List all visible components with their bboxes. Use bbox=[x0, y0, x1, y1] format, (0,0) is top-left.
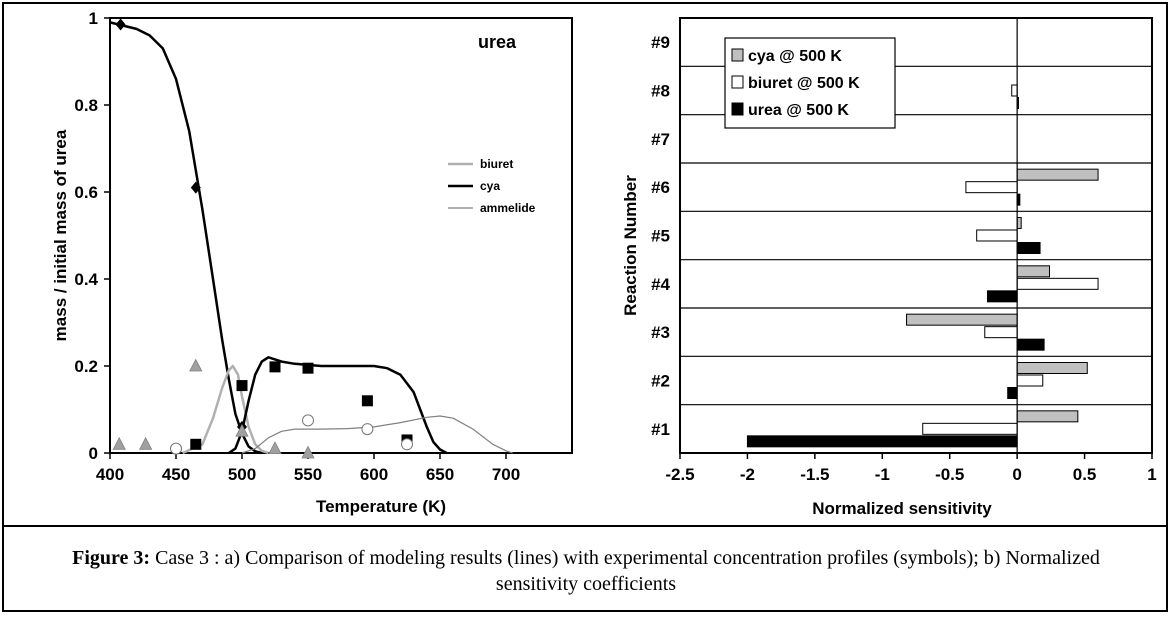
x-tick-label: 600 bbox=[360, 465, 388, 484]
y-tick-label: 0.2 bbox=[74, 357, 98, 376]
category-label: #5 bbox=[651, 227, 670, 246]
x-tick-label: -1 bbox=[875, 465, 890, 484]
bar-cya-r5 bbox=[1016, 217, 1022, 229]
bar-urea-r1 bbox=[746, 435, 1018, 448]
category-label: #6 bbox=[651, 178, 670, 197]
x-tick-label: -2.5 bbox=[665, 465, 694, 484]
category-label: #7 bbox=[651, 130, 670, 149]
data-point-triangle bbox=[189, 358, 203, 372]
data-point-square bbox=[190, 438, 202, 450]
x-axis-label: Temperature (K) bbox=[316, 497, 446, 516]
bar-biuret-r6 bbox=[965, 181, 1018, 194]
x-tick-label: 650 bbox=[426, 465, 454, 484]
x-tick-label: -0.5 bbox=[935, 465, 964, 484]
legend-label: ammelide bbox=[480, 201, 536, 215]
y-tick-label: 0.8 bbox=[74, 96, 98, 115]
data-point-diamond bbox=[115, 18, 126, 31]
data-point-diamond bbox=[190, 181, 201, 194]
bar-biuret-r8 bbox=[1011, 84, 1018, 97]
bar-biuret-r2 bbox=[1016, 374, 1044, 387]
y-axis-label: Reaction Number bbox=[621, 175, 640, 316]
bar-biuret-r4 bbox=[1016, 277, 1099, 290]
data-point-square bbox=[361, 395, 373, 407]
bar-cya-r3 bbox=[906, 313, 1018, 326]
y-axis-label: mass / initial mass of urea bbox=[51, 129, 70, 341]
bar-urea-r3 bbox=[1016, 338, 1045, 351]
category-label: #8 bbox=[651, 82, 670, 101]
legend-swatch bbox=[731, 48, 744, 62]
data-point-triangle bbox=[138, 436, 153, 450]
data-point-circle bbox=[302, 414, 314, 427]
data-point-triangle bbox=[301, 445, 315, 459]
bar-cya-r4 bbox=[1016, 265, 1051, 278]
data-point-triangle bbox=[235, 423, 249, 437]
caption-text: Case 3 : a) Comparison of modeling resul… bbox=[150, 547, 1100, 595]
bar-biuret-r5 bbox=[976, 229, 1018, 242]
x-tick-label: -2 bbox=[740, 465, 755, 484]
x-tick-label: 700 bbox=[492, 465, 520, 484]
data-point-triangle bbox=[112, 436, 126, 450]
bar-biuret-r1 bbox=[922, 422, 1018, 435]
legend-swatch bbox=[731, 75, 744, 89]
bar-urea-r2 bbox=[1007, 387, 1018, 399]
category-label: #2 bbox=[651, 372, 670, 391]
figure-caption: Figure 3: Case 3 : a) Comparison of mode… bbox=[30, 545, 1142, 597]
bar-cya-r2 bbox=[1016, 362, 1088, 374]
legend-box bbox=[724, 37, 896, 129]
model-line-cya bbox=[228, 356, 448, 455]
x-tick-label: 0 bbox=[1012, 465, 1021, 484]
bar-cya-r1 bbox=[1016, 410, 1079, 423]
y-tick-label: 0 bbox=[89, 444, 98, 463]
x-tick-label: 1 bbox=[1147, 465, 1156, 484]
legend-label: biuret @ 500 K bbox=[748, 75, 860, 92]
data-point-square bbox=[269, 361, 281, 373]
category-label: #4 bbox=[651, 275, 670, 294]
chart-b: -2.5 -2 -1.5 -1 -0.5 0 0.5 1 #1 #2 #3 #4 #5 #6 #7 #8 #9 N… bbox=[621, 17, 1157, 518]
category-label: #3 bbox=[651, 323, 670, 342]
x-tick-label: 0.5 bbox=[1073, 465, 1097, 484]
legend-label: urea @ 500 K bbox=[748, 102, 849, 119]
bar-urea-r5 bbox=[1016, 242, 1041, 254]
bar-urea-r4 bbox=[986, 290, 1018, 303]
y-tick-label: 1 bbox=[89, 9, 98, 28]
legend-swatch bbox=[731, 102, 744, 116]
category-label: #9 bbox=[651, 33, 670, 52]
x-tick-label: 400 bbox=[96, 465, 124, 484]
data-point-circle bbox=[401, 438, 413, 451]
x-tick-label: 500 bbox=[228, 465, 256, 484]
model-line-biuret bbox=[182, 364, 269, 455]
legend-label: biuret bbox=[480, 157, 513, 171]
bar-cya-r6 bbox=[1016, 168, 1099, 181]
legend-label: cya @ 500 K bbox=[748, 48, 842, 65]
caption-label: Figure 3: bbox=[72, 547, 151, 569]
caption-divider bbox=[2, 525, 1168, 527]
plot-area-frame bbox=[109, 17, 573, 454]
x-tick-label: -1.5 bbox=[800, 465, 829, 484]
model-line-urea bbox=[109, 21, 263, 455]
data-point-square bbox=[302, 362, 314, 374]
category-label: #1 bbox=[651, 420, 670, 439]
x-tick-label: 450 bbox=[162, 465, 190, 484]
data-point-circle bbox=[170, 442, 182, 455]
figure-svg: 400 450 500 550 600 650 700 0 0.2 0.4 0.6 0.8 1 Tempe… bbox=[51, 9, 1157, 518]
x-axis-label: Normalized sensitivity bbox=[812, 499, 992, 518]
x-tick-label: 550 bbox=[294, 465, 322, 484]
plot-area-frame bbox=[679, 17, 1153, 454]
legend-label: cya bbox=[480, 179, 500, 193]
chart-title: urea bbox=[478, 32, 517, 52]
data-point-circle bbox=[361, 423, 374, 436]
bar-biuret-r3 bbox=[984, 326, 1018, 339]
chart-a: 400 450 500 550 600 650 700 0 0.2 0.4 0.6 0.8 1 Tempe… bbox=[51, 9, 573, 516]
y-tick-label: 0.4 bbox=[74, 270, 98, 289]
data-point-triangle bbox=[268, 441, 282, 455]
data-point-square bbox=[236, 380, 248, 392]
model-line-ammelide bbox=[241, 415, 513, 454]
y-tick-label: 0.6 bbox=[74, 183, 98, 202]
